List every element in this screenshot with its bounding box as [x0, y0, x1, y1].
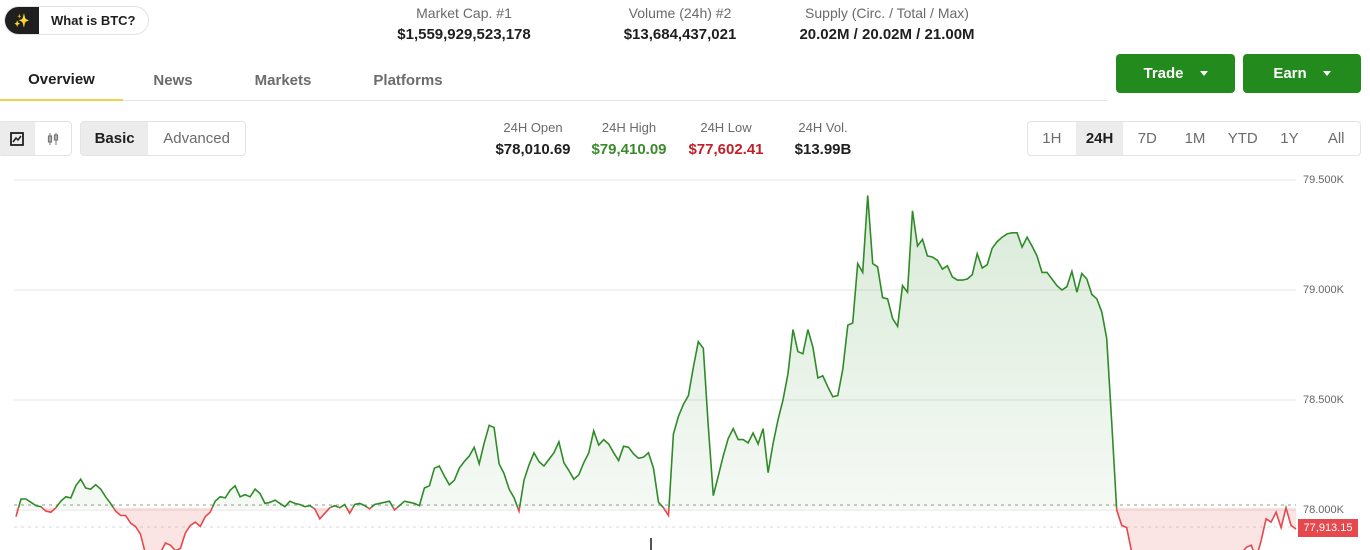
price-chart[interactable] [0, 165, 1370, 550]
what-is-btc-button[interactable]: ✨ What is BTC? [4, 6, 149, 35]
line-chart-button[interactable] [0, 122, 35, 155]
range-1m[interactable]: 1M [1184, 130, 1206, 147]
caret-down-icon [1322, 71, 1331, 76]
stat-24h-low: 24H Low $77,602.41 [688, 120, 764, 158]
stat-24h-open: 24H Open $78,010.69 [495, 120, 571, 158]
range-1h[interactable]: 1H [1042, 130, 1062, 147]
range-ytd[interactable]: YTD [1227, 130, 1258, 147]
stat-market-cap: Market Cap. #1 $1,559,929,523,178 [397, 5, 531, 43]
earn-button[interactable]: Earn [1243, 54, 1361, 93]
range-7d[interactable]: 7D [1137, 130, 1157, 147]
what-is-btc-label: What is BTC? [51, 13, 136, 28]
chart-mode-toggle: Basic Advanced [80, 121, 246, 156]
y-tick-78500: 78.500K [1303, 394, 1344, 406]
trade-button[interactable]: Trade [1116, 54, 1235, 93]
sparkle-icon: ✨ [5, 7, 39, 34]
stat-supply: Supply (Circ. / Total / Max) 20.02M / 20… [799, 5, 975, 43]
tab-bar: Overview News Markets Platforms [0, 60, 1108, 101]
current-price-tag: 77,913.15 [1298, 519, 1358, 537]
caret-down-icon [1199, 71, 1208, 76]
stat-24h-volume: 24H Vol. $13.99B [794, 120, 852, 158]
time-range-selector: 1H 24H 7D 1M YTD 1Y All [1027, 121, 1361, 156]
mode-basic[interactable]: Basic [81, 122, 149, 155]
tab-markets[interactable]: Markets [254, 72, 312, 89]
range-1y[interactable]: 1Y [1280, 130, 1299, 147]
tab-news[interactable]: News [153, 72, 193, 89]
range-all[interactable]: All [1327, 130, 1345, 147]
y-tick-79500: 79.500K [1303, 174, 1344, 186]
y-tick-79000: 79.000K [1303, 284, 1344, 296]
candlestick-button[interactable] [35, 122, 71, 155]
chart-type-toggle [0, 121, 72, 156]
range-24h[interactable]: 24H [1075, 122, 1124, 155]
price-series [15, 195, 1297, 550]
stat-24h-high: 24H High $79,410.09 [591, 120, 667, 158]
tab-platforms[interactable]: Platforms [373, 72, 443, 89]
earn-label: Earn [1273, 65, 1307, 82]
mode-advanced[interactable]: Advanced [163, 130, 230, 147]
candlestick-icon [47, 132, 59, 145]
trade-label: Trade [1143, 65, 1184, 82]
stat-volume: Volume (24h) #2 $13,684,437,021 [623, 5, 737, 43]
market-stats: Market Cap. #1 $1,559,929,523,178 Volume… [0, 5, 1370, 45]
line-chart-icon [10, 131, 24, 146]
tab-overview[interactable]: Overview [0, 60, 123, 101]
y-tick-78000: 78.000K [1303, 504, 1344, 516]
